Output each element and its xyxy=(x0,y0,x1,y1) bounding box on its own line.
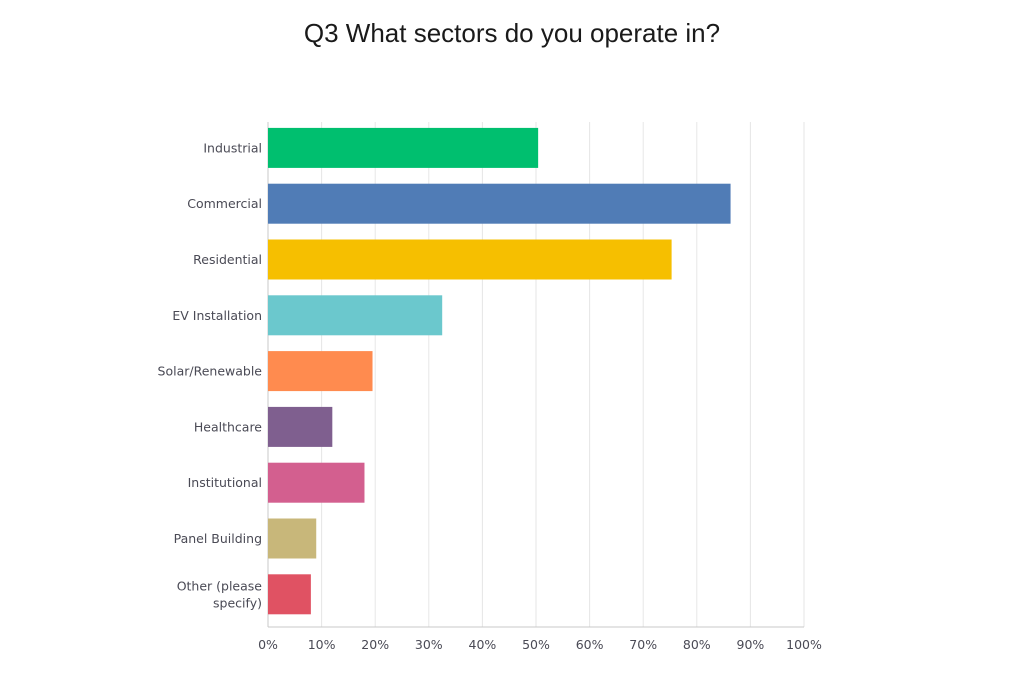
x-tick-labels: 0% 10% 20% 30% 40% 50% 60% 70% 80% 90% 100% xyxy=(258,637,822,652)
bar xyxy=(268,574,311,615)
category-label: Commercial xyxy=(187,196,262,211)
category-label: EV Installation xyxy=(172,308,262,323)
x-tick-label: 60% xyxy=(576,637,604,652)
category-label: Solar/Renewable xyxy=(158,364,263,379)
x-tick-label: 80% xyxy=(683,637,711,652)
x-tick-label: 20% xyxy=(361,637,389,652)
bar xyxy=(268,127,539,168)
x-tick-label: 90% xyxy=(737,637,765,652)
bar xyxy=(268,462,365,503)
bars xyxy=(268,127,731,615)
bar xyxy=(268,351,373,392)
category-labels: Industrial Commercial Residential EV Instal… xyxy=(158,140,263,610)
chart-title: Q3 What sectors do you operate in? xyxy=(303,18,721,48)
category-label: specify) xyxy=(213,595,262,610)
bar xyxy=(268,406,333,447)
x-tick-label: 40% xyxy=(469,637,497,652)
x-tick-label: 0% xyxy=(258,637,278,652)
bar xyxy=(268,518,317,559)
x-tick-label: 70% xyxy=(629,637,657,652)
category-label: Other (please xyxy=(177,578,263,593)
bar xyxy=(268,183,731,224)
bar xyxy=(268,239,672,280)
category-label: Industrial xyxy=(203,140,262,155)
x-tick-label: 10% xyxy=(308,637,336,652)
x-tick-label: 30% xyxy=(415,637,443,652)
x-tick-label: 100% xyxy=(786,637,822,652)
bar xyxy=(268,295,443,336)
category-label: Healthcare xyxy=(194,419,262,434)
category-label: Residential xyxy=(193,252,262,267)
category-label: Panel Building xyxy=(174,531,262,546)
category-label: Institutional xyxy=(188,475,262,490)
x-tick-label: 50% xyxy=(522,637,550,652)
